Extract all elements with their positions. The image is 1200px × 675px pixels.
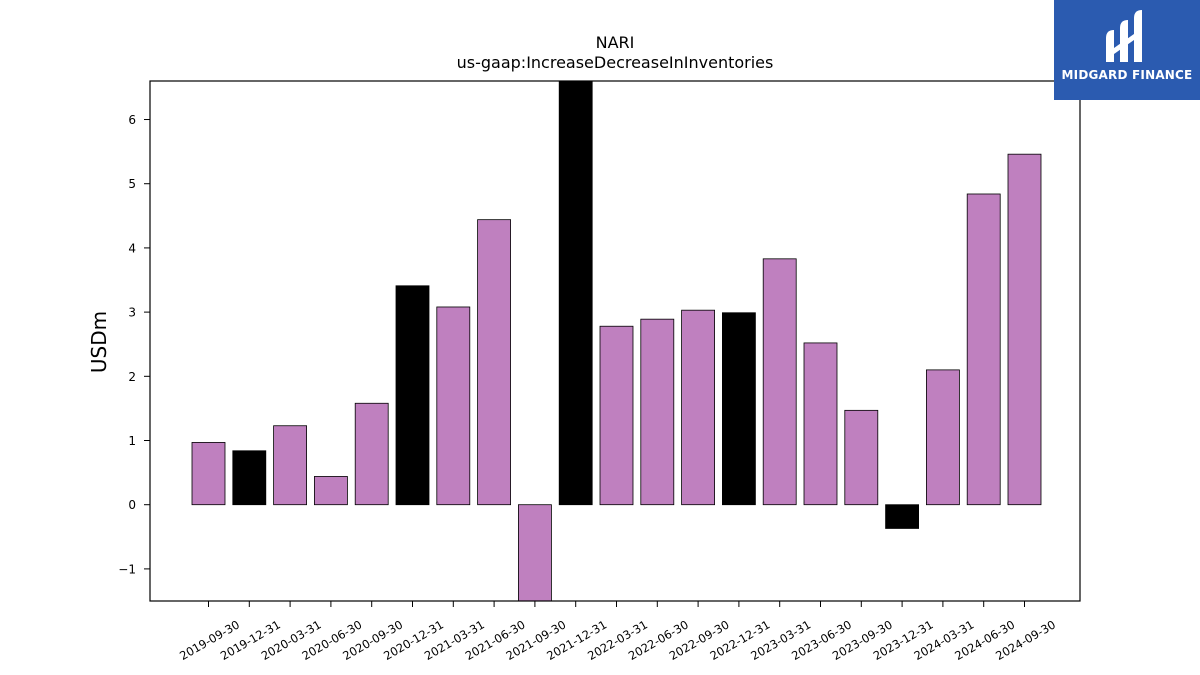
bar-2023-12-31 <box>885 504 919 529</box>
bar-2023-03-31 <box>762 258 797 506</box>
bars-group <box>191 81 1042 601</box>
bar-2020-06-30 <box>313 476 348 506</box>
bar-2020-12-31 <box>395 285 430 506</box>
bar-2024-06-30 <box>966 193 1001 506</box>
y-tick-label: −1 <box>118 562 136 576</box>
x-axis: 2019-09-302019-12-312020-03-312020-06-30… <box>177 601 1058 663</box>
bar-2024-03-31 <box>926 369 960 506</box>
plot-frame <box>149 80 1081 602</box>
logo-mark-icon <box>1106 10 1142 62</box>
y-tick-label: 6 <box>128 113 136 127</box>
y-tick-label: 4 <box>128 241 136 255</box>
bar-2022-03-31 <box>599 325 634 506</box>
bar-2022-12-31 <box>722 312 756 506</box>
bar-2022-06-30 <box>640 318 675 506</box>
bar-2022-09-30 <box>681 309 715 506</box>
y-axis: −1 0 1 2 3 4 5 6 <box>118 113 150 576</box>
y-tick-label: 3 <box>128 306 136 320</box>
bar-2019-09-30 <box>191 442 226 506</box>
y-tick-label: 2 <box>128 370 136 384</box>
bar-2023-09-30 <box>844 409 879 506</box>
bar-2020-09-30 <box>354 402 389 506</box>
bar-2021-03-31 <box>436 306 471 506</box>
midgard-finance-logo: MIDGARD FINANCE <box>1054 0 1200 100</box>
bar-2024-09-30 <box>1007 153 1042 506</box>
y-tick-label: 5 <box>128 177 136 191</box>
y-axis-label: USDm <box>87 311 111 373</box>
bar-2021-06-30 <box>477 219 512 506</box>
bar-2021-12-31 <box>558 81 593 506</box>
y-tick-label: 1 <box>128 434 136 448</box>
logo-text: MIDGARD FINANCE <box>1061 68 1193 82</box>
bar-2021-09-30 <box>518 504 552 601</box>
chart-title: NARI <box>596 33 635 52</box>
bar-2019-12-31 <box>232 450 267 506</box>
y-tick-label: 0 <box>128 498 136 512</box>
bar-2020-03-31 <box>273 425 308 506</box>
chart-subtitle: us-gaap:IncreaseDecreaseInInventories <box>457 53 774 72</box>
bar-2023-06-30 <box>803 342 838 506</box>
